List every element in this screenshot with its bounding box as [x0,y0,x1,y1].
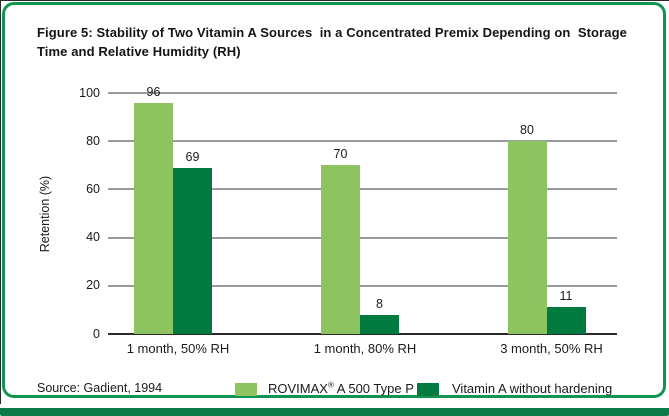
registered-trademark-symbol: ® [327,380,334,390]
left-edge-line [0,0,1,404]
bar-dark-group1 [173,167,212,334]
y-tick-label-80: 80 [86,133,100,148]
figure-title-line1: Figure 5: Stability of Two Vitamin A Sou… [37,25,627,40]
gridline-40 [108,236,617,239]
top-edge-line [0,0,669,1]
y-tick-label-100: 100 [79,85,100,100]
legend-swatch-light-green [235,383,257,396]
legend-label: Vitamin A without hardening [452,381,613,396]
gridline-100 [108,92,617,94]
gridline-60 [108,188,617,191]
source-citation: Source: Gadient, 1994 [37,381,163,395]
y-tick-label-0: 0 [93,326,100,341]
y-tick-label-40: 40 [86,230,100,245]
x-category-label: 3 month, 50% RH [500,341,603,356]
bar-value-label: 70 [333,147,348,162]
bar-dark-group3 [546,307,586,334]
bar-value-label: 69 [185,149,200,164]
bar-light-group1 [134,102,173,334]
legend-label: ROVIMAX® A 500 Type P [268,380,414,396]
bar-light-group2 [321,165,360,334]
legend-swatch-dark-green [417,383,439,396]
gridline-20 [108,284,617,287]
bar-value-label: 11 [559,289,573,304]
bar-light-group3 [507,141,547,334]
figure-title-line2: Time and Relative Humidity (RH) [37,44,241,59]
x-category-label: 1 month, 50% RH [126,341,230,356]
y-tick-label-20: 20 [86,278,100,293]
bar-dark-group2 [360,314,399,334]
bar-value-label: 96 [146,84,161,99]
gridline-80 [108,140,617,143]
y-tick-label-60: 60 [86,181,100,196]
bar-value-label: 8 [376,296,383,311]
x-category-label: 1 month, 80% RH [313,341,417,356]
bar-value-label: 80 [520,123,534,138]
x-axis-line [108,333,617,335]
bottom-band [0,408,669,416]
